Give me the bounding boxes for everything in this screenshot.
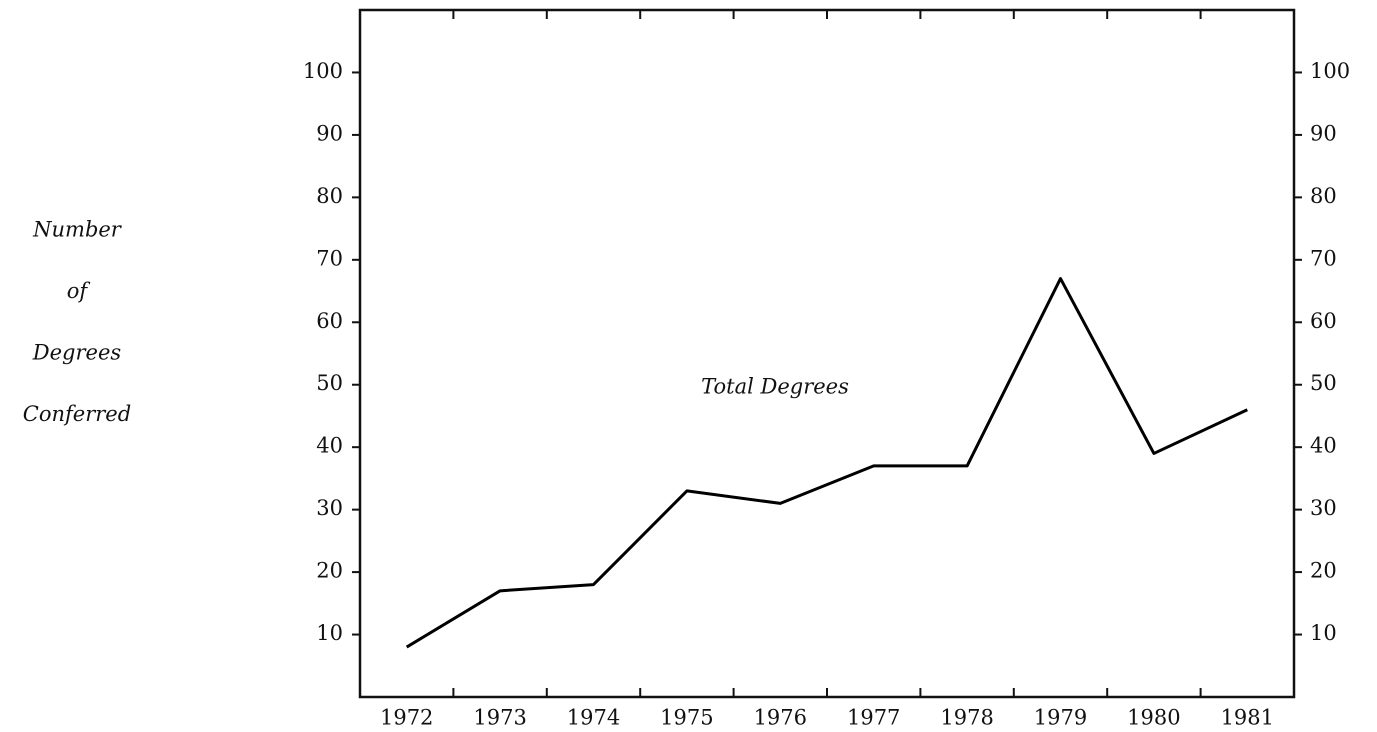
x-tick-label: 1979	[1034, 706, 1087, 730]
x-tick-label: 1976	[754, 706, 807, 730]
y2-tick-label: 20	[1310, 559, 1337, 583]
y-axis-label: of	[67, 279, 91, 303]
y-tick-label: 60	[316, 309, 343, 333]
y2-tick-label: 40	[1310, 434, 1337, 458]
y2-tick-label: 50	[1310, 371, 1337, 395]
y-axis-label: Number	[32, 218, 123, 242]
y-tick-label: 80	[316, 184, 343, 208]
annotation: Total Degrees	[701, 375, 849, 399]
plot-frame	[358, 8, 1296, 699]
y-tick-label: 30	[316, 496, 343, 520]
y-tick-label: 10	[316, 621, 343, 645]
x-tick-label: 1973	[473, 706, 526, 730]
y-axis-label: Degrees	[32, 341, 122, 365]
x-tick-label: 1978	[940, 706, 993, 730]
y-axis-label: Conferred	[23, 402, 131, 426]
y2-tick-label: 90	[1310, 121, 1337, 145]
x-tick-label: 1980	[1127, 706, 1180, 730]
y-tick-label: 70	[316, 246, 343, 270]
y-tick-label: 50	[316, 371, 343, 395]
x-tick-label: 1974	[567, 706, 620, 730]
x-tick-label: 1975	[660, 706, 713, 730]
y2-tick-label: 70	[1310, 246, 1337, 270]
y-tick-label: 20	[316, 559, 343, 583]
x-tick-label: 1981	[1221, 706, 1274, 730]
y-tick-label: 90	[316, 121, 343, 145]
y2-tick-label: 30	[1310, 496, 1337, 520]
y-tick-label: 100	[303, 59, 343, 83]
y-tick-label: 40	[316, 434, 343, 458]
x-tick-label: 1977	[847, 706, 900, 730]
data-line	[405, 277, 1248, 649]
x-tick-label: 1972	[380, 706, 433, 730]
y2-tick-label: 80	[1310, 184, 1337, 208]
y2-tick-label: 10	[1310, 621, 1337, 645]
y2-tick-label: 100	[1310, 59, 1350, 83]
y2-tick-label: 60	[1310, 309, 1337, 333]
